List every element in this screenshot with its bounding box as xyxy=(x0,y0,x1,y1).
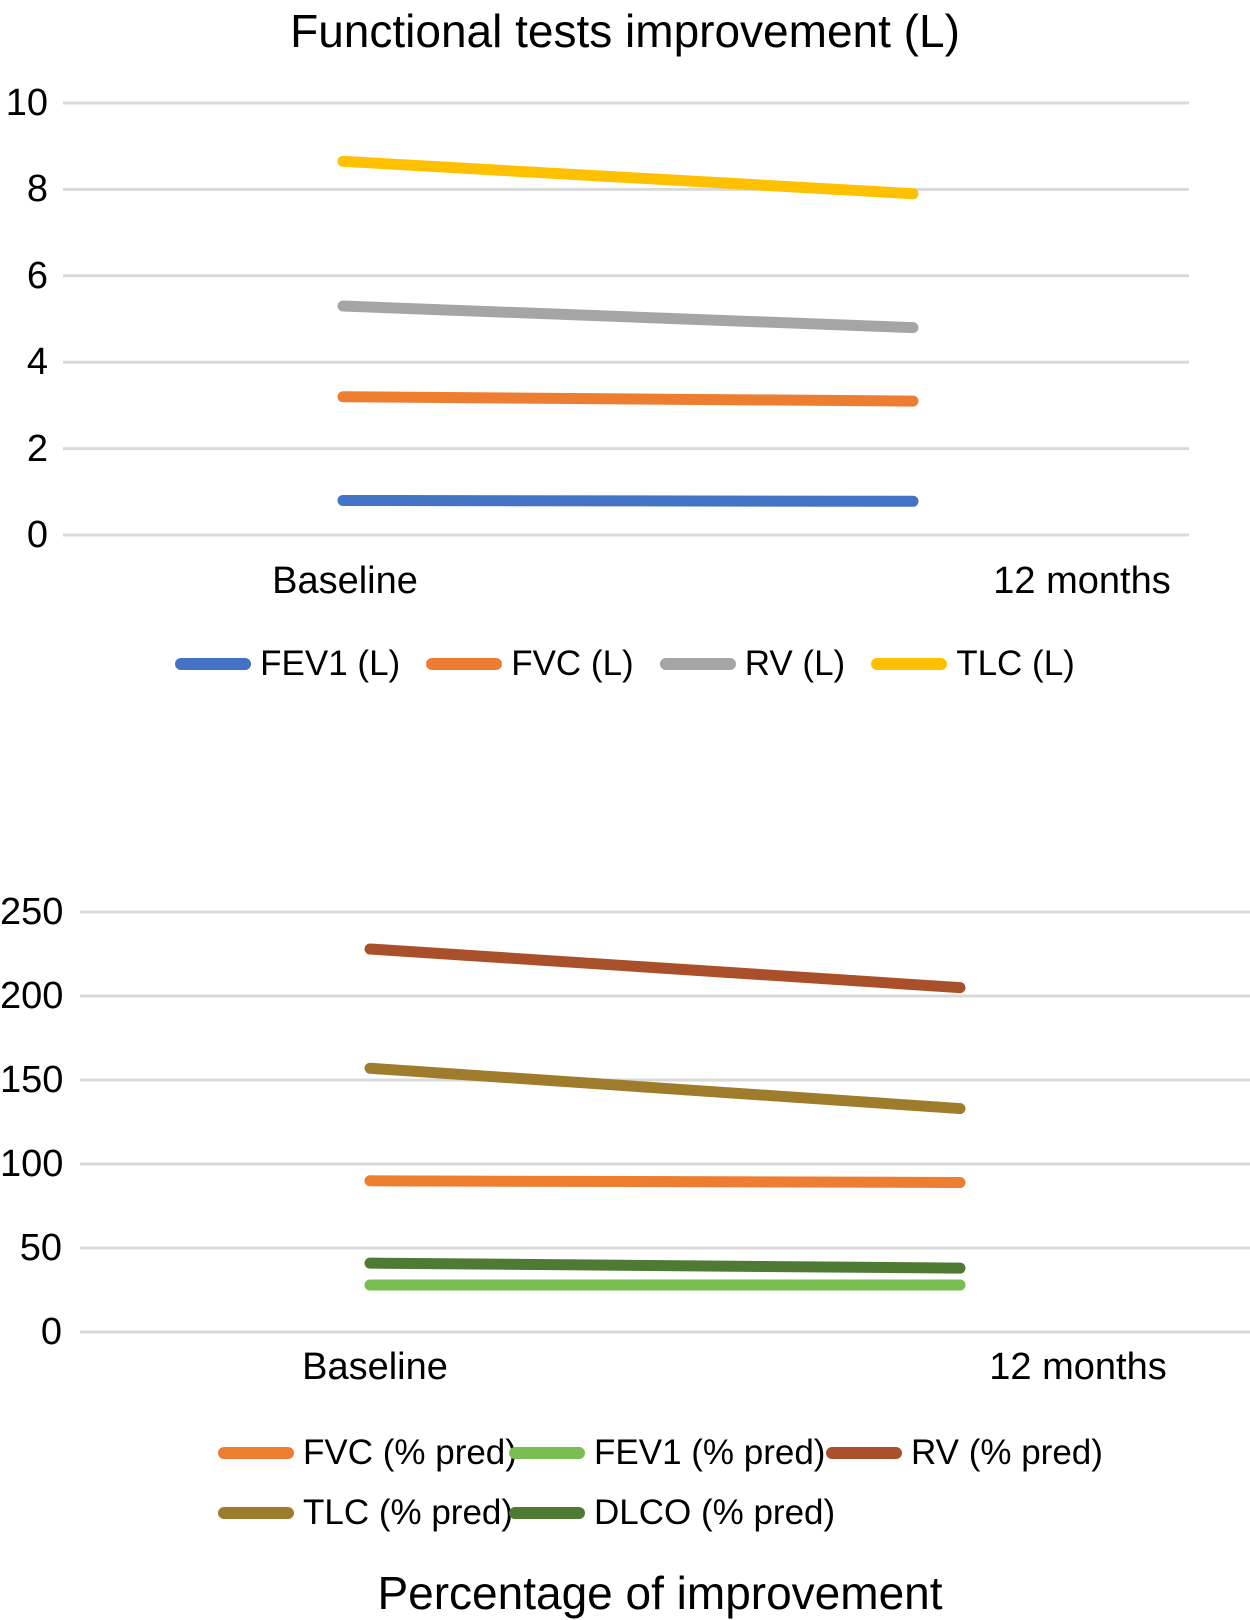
legend-item: DLCO (% pred) xyxy=(509,1493,835,1533)
legend-swatch-icon xyxy=(509,1447,585,1459)
chart-functional-tests-improvement: Functional tests improvement (L) 0 2 4 6 8 10… xyxy=(0,0,1250,760)
legend-swatch-icon xyxy=(826,1447,902,1459)
x-axis-label: Baseline xyxy=(302,1346,448,1388)
legend-swatch-icon xyxy=(175,658,252,670)
series-line-rv-pred- xyxy=(364,943,966,994)
series-line-dlco-pred- xyxy=(364,1257,966,1274)
plot-area xyxy=(63,101,1189,537)
legend-item: FEV1 (% pred) xyxy=(509,1433,825,1473)
x-axis-label: 12 months xyxy=(993,560,1171,602)
y-tick-label: 0 xyxy=(40,1311,62,1353)
y-tick-label: 150 xyxy=(0,1059,64,1101)
legend-swatch-icon xyxy=(426,658,503,670)
legend-item: FVC (L) xyxy=(426,644,634,684)
legend-label: DLCO (% pred) xyxy=(594,1493,836,1532)
y-tick-label: 250 xyxy=(0,891,64,933)
chart-title: Percentage of improvement xyxy=(377,1567,943,1619)
x-axis-label: Baseline xyxy=(272,560,418,602)
legend-label: FVC (% pred) xyxy=(303,1433,517,1472)
chart-percentage-of-improvement: Percentage of improvement 0 50 100 150 200 25… xyxy=(0,760,1250,1619)
legend-label: TLC (% pred) xyxy=(303,1493,514,1532)
legend-swatch-icon xyxy=(218,1447,294,1459)
legend-swatch-icon xyxy=(871,658,948,670)
chart-title: Functional tests improvement (L) xyxy=(290,5,960,57)
legend-item: TLC (% pred) xyxy=(218,1493,513,1533)
y-tick-label: 0 xyxy=(26,514,48,556)
y-tick-label: 50 xyxy=(19,1227,62,1269)
y-tick-label: 200 xyxy=(0,975,64,1017)
series-line-tlc-l- xyxy=(337,155,919,200)
y-tick-label: 4 xyxy=(26,341,48,384)
legend-swatch-icon xyxy=(659,658,736,670)
legend-item: FVC (% pred) xyxy=(218,1433,517,1473)
legend-swatch-icon xyxy=(218,1507,294,1519)
series-line-fvc-pred- xyxy=(364,1175,966,1188)
legend: FEV1 (L) FVC (L) RV (L) TLC (L) xyxy=(0,644,1250,684)
legend-label: RV (% pred) xyxy=(911,1433,1103,1472)
y-tick-label: 2 xyxy=(26,427,48,470)
y-tick-label: 8 xyxy=(26,168,48,211)
legend-item: TLC (L) xyxy=(871,644,1075,684)
legend-label: RV (L) xyxy=(744,644,846,683)
x-axis-label: 12 months xyxy=(989,1346,1167,1388)
legend-label: TLC (L) xyxy=(956,644,1075,683)
legend-label: FEV1 (% pred) xyxy=(594,1433,826,1472)
y-tick-label: 100 xyxy=(0,1143,64,1185)
legend-label: FEV1 (L) xyxy=(260,644,401,683)
legend-item: FEV1 (L) xyxy=(175,644,400,684)
y-tick-label: 6 xyxy=(26,254,48,297)
legend-swatch-icon xyxy=(509,1507,585,1519)
series-line-rv-l- xyxy=(337,300,919,334)
plot-area xyxy=(80,910,1250,1334)
legend-item: RV (% pred) xyxy=(826,1433,1103,1473)
legend-label: FVC (L) xyxy=(511,644,634,683)
series-line-fvc-l- xyxy=(337,391,919,407)
series-line-fev1-l- xyxy=(337,494,919,507)
series-line-tlc-pred- xyxy=(364,1062,966,1115)
y-tick-label: 10 xyxy=(5,82,48,124)
legend-item: RV (L) xyxy=(659,644,846,684)
